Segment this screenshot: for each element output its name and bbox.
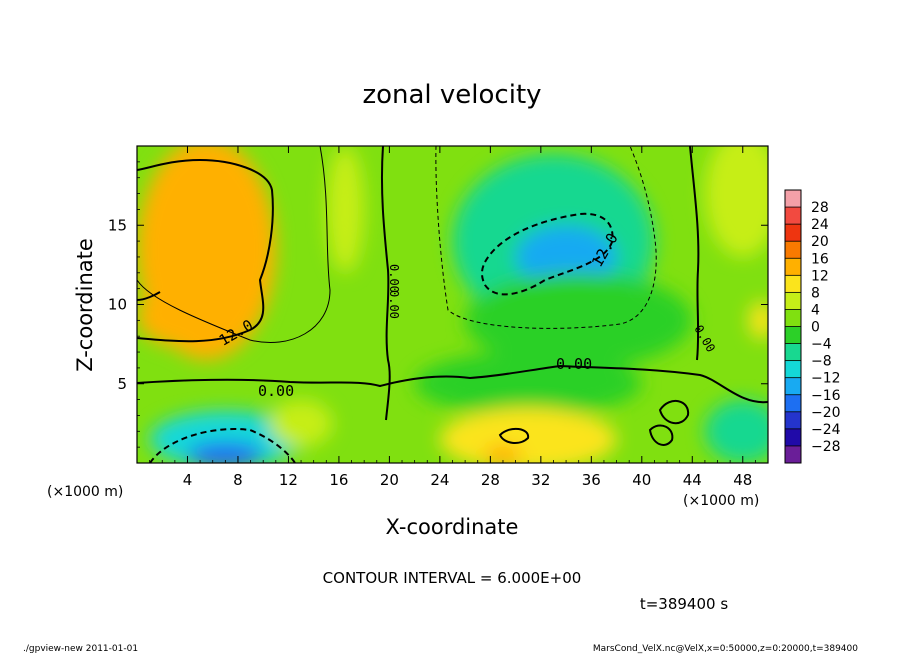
contour-line-neg6-dashed (435, 146, 657, 329)
colorbar-label: −16 (811, 388, 841, 404)
contour-label-5: 0.00 (387, 290, 401, 319)
x-scale-note-right: (×1000 m) (683, 493, 759, 509)
field-blob-10 (484, 445, 522, 463)
contour-line-0-vertical-right (689, 146, 700, 361)
colorbar-label: 8 (811, 285, 820, 301)
colorbar-swatch (785, 258, 801, 276)
y-axis: 5 10 15 (108, 161, 768, 448)
x-tick-label-44: 44 (683, 471, 702, 489)
x-tick-label-28: 28 (481, 471, 500, 489)
x-tick-label-32: 32 (531, 471, 550, 489)
colorbar-swatch (785, 326, 801, 344)
colorbar-label: 24 (811, 217, 829, 233)
field-blob-16 (269, 399, 333, 448)
field-blob-2 (137, 283, 226, 348)
colorbar-label: −12 (811, 371, 841, 387)
x-tick-label-12: 12 (279, 471, 298, 489)
contour-line-neg12-bottom-dashed (149, 428, 296, 463)
colorbar-label: 16 (811, 251, 829, 267)
colorbar-swatch (785, 292, 801, 310)
colorbar-swatch (785, 275, 801, 293)
contour-label-2: 0.00 (258, 382, 294, 400)
colorbar-swatch (785, 343, 801, 361)
colorbar-swatch (785, 190, 801, 208)
colorbar-label: −20 (811, 405, 841, 421)
y-axis-label: Z-coordinate (73, 238, 97, 372)
colorbar-swatch (785, 411, 801, 429)
field-blob-6 (515, 225, 617, 289)
x-tick-label-20: 20 (380, 471, 399, 489)
contour-label-4: 0.00 (387, 264, 401, 293)
contour-line-neg12-dashed (481, 212, 614, 296)
contour-line-0-vertical-left (380, 146, 391, 421)
x-tick-label-36: 36 (582, 471, 601, 489)
colorbar-swatch (785, 241, 801, 259)
colorbar-swatch (785, 377, 801, 395)
contour-line-small-loop-2 (498, 427, 530, 444)
colorbar-label: 20 (811, 234, 829, 250)
colorbar-label: −4 (811, 337, 832, 353)
colorbar-label: −24 (811, 422, 841, 438)
colorbar-label: 4 (811, 302, 820, 318)
field-blob-15 (749, 301, 768, 340)
x-axis-label: X-coordinate (386, 515, 519, 539)
field-blob-3 (168, 153, 257, 250)
contour-line-small-loop-3 (648, 424, 674, 446)
x-tick-label-48: 48 (733, 471, 752, 489)
y-tick-label-15: 15 (108, 216, 127, 234)
contour-label-3: 0.00 (556, 355, 592, 373)
contour-line-6-thin (137, 146, 331, 344)
colorbar-label: 12 (811, 268, 829, 284)
colorbar-swatch (785, 360, 801, 378)
contour-lines (137, 146, 768, 463)
contour-line-12-left-lower (137, 291, 161, 301)
colorbar-swatch (785, 207, 801, 225)
colorbar-label: 0 (811, 320, 820, 336)
colorbar-swatch (785, 309, 801, 327)
time-label: t=389400 s (640, 595, 728, 613)
colorbar-swatch (785, 394, 801, 412)
contour-interval: CONTOUR INTERVAL = 6.000E+00 (323, 569, 582, 587)
colorbar-label: 28 (811, 200, 829, 216)
colorbar-label: −28 (811, 439, 841, 455)
colorbar-label: −8 (811, 354, 832, 370)
y-tick-label-10: 10 (108, 296, 127, 314)
chart-title: zonal velocity (362, 80, 541, 110)
x-tick-label-24: 24 (430, 471, 449, 489)
footer-right: MarsCond_VelX.nc@VelX,x=0:50000,z=0:2000… (593, 644, 858, 654)
velocity-field: 12.0 0.00 0.00 0.00 0.00 0.00 12.0 (137, 146, 768, 463)
footer-left: ./gpview-new 2011-01-01 (23, 644, 138, 654)
field-blob-12 (187, 442, 264, 463)
field-blob-11 (149, 410, 302, 463)
colorbar-swatch (785, 428, 801, 446)
contour-line-small-loop-1 (658, 400, 690, 425)
field-blob-8 (465, 272, 693, 368)
x-tick-label-40: 40 (632, 471, 651, 489)
field-blob-4 (326, 146, 365, 273)
x-tick-label-4: 4 (183, 471, 193, 489)
contour-line-0-bottom (137, 364, 768, 404)
field-blob-13 (704, 399, 768, 463)
colorbar-swatch (785, 445, 801, 463)
x-tick-label-16: 16 (329, 471, 348, 489)
x-scale-note-left: (×1000 m) (47, 484, 123, 500)
colorbar-swatch (785, 224, 801, 242)
y-tick-label-5: 5 (117, 375, 127, 393)
x-tick-label-8: 8 (233, 471, 243, 489)
field-blob-14 (704, 146, 768, 257)
x-axis: 4 8 12 16 20 24 28 32 36 40 44 48 (149, 146, 756, 489)
contour-line-12-left (137, 158, 274, 343)
